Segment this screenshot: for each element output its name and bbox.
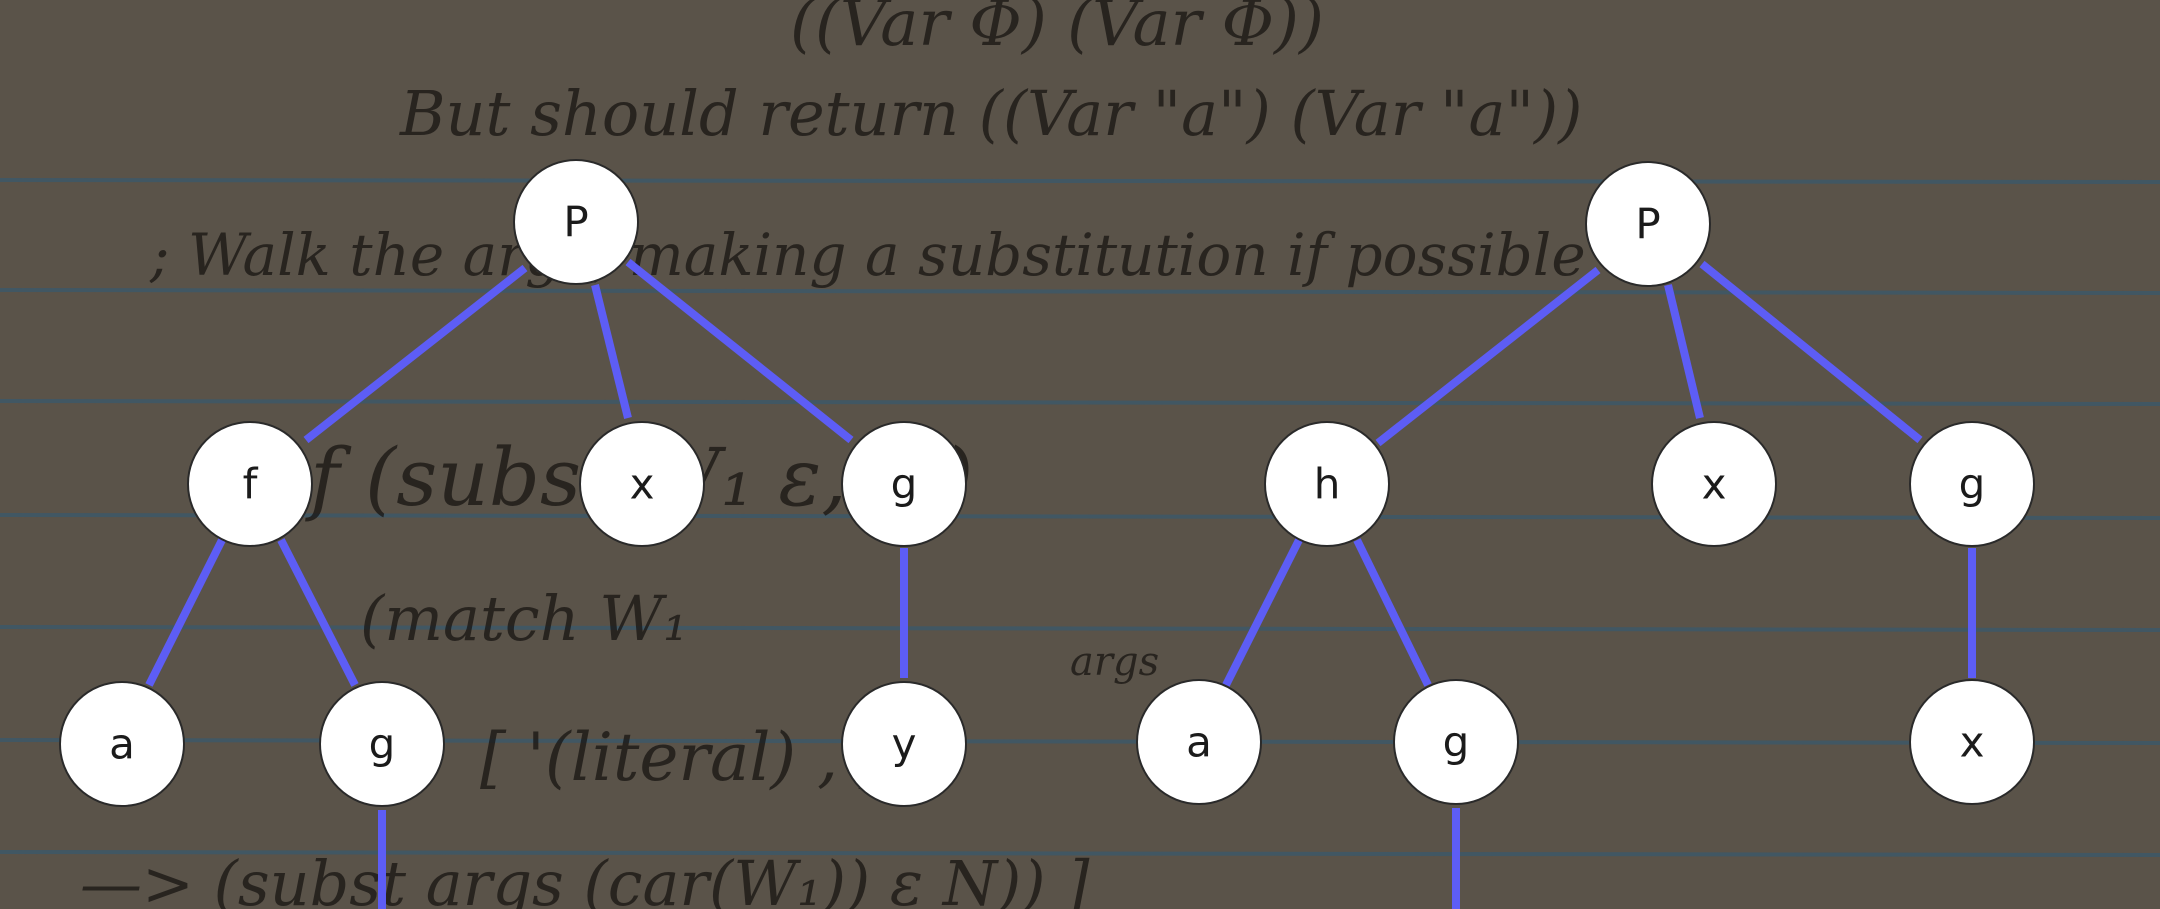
node-circle-g: [1393, 679, 1519, 805]
edge-f-a: [145, 538, 226, 687]
tree-left-edges: [145, 258, 908, 909]
node-label-P: P: [563, 198, 588, 247]
tree-node: a: [1136, 679, 1262, 805]
edge-h-g: [1353, 538, 1432, 687]
node-label-a: a: [109, 720, 135, 769]
handwriting-line-2: But should return ((Var "a") (Var "a")): [399, 77, 1582, 150]
tree-right-edges: [1222, 260, 1976, 909]
edge-P-h: [1375, 266, 1601, 447]
tree-node: x: [1651, 421, 1777, 547]
node-circle-y: [841, 681, 967, 807]
node-circle-P: [513, 159, 639, 285]
tree-node: y: [841, 681, 967, 807]
handwriting-line-1: ((Var Φ) (Var Φ)): [790, 0, 1324, 61]
node-circle-h: [1264, 421, 1390, 547]
node-label-y: y: [892, 720, 917, 769]
tree-node: h: [1264, 421, 1390, 547]
edge-P-g: [625, 258, 854, 444]
tree-node: f: [187, 421, 313, 547]
node-circle-x: [1909, 679, 2035, 805]
node-circle-g: [1909, 421, 2035, 547]
node-label-a: a: [1186, 718, 1212, 767]
node-circle-P: [1585, 161, 1711, 287]
node-circle-g: [319, 681, 445, 807]
tree-right: P h x g a g x: [1136, 161, 2035, 909]
handwriting-line-5: (match W₁: [360, 582, 688, 655]
node-circle-g: [841, 421, 967, 547]
tree-node: P: [513, 159, 639, 285]
node-circle-x: [579, 421, 705, 547]
tree-node: P: [1585, 161, 1711, 287]
edge-h-a: [1222, 538, 1303, 687]
node-label-g: g: [369, 720, 396, 769]
handwriting-line-3: ; Walk the args, making a substitution i…: [149, 221, 1586, 289]
edge-P-x: [591, 284, 632, 419]
edge-P-f: [303, 264, 528, 444]
tree-node: g: [1909, 421, 2035, 547]
node-label-h: h: [1314, 460, 1341, 509]
handwriting-line-7: [ '(literal) , ]: [480, 719, 885, 796]
tree-node: g: [1393, 679, 1519, 805]
tree-left: P f x g a g y: [59, 159, 967, 909]
node-label-g: g: [1959, 460, 1986, 509]
node-circle-f: [187, 421, 313, 547]
tree-node: x: [1909, 679, 2035, 805]
tree-node: g: [841, 421, 967, 547]
edge-P-x: [1664, 284, 1704, 419]
node-label-P: P: [1635, 200, 1660, 249]
node-label-f: f: [243, 460, 259, 509]
node-label-g: g: [1443, 718, 1470, 767]
edge-P-g: [1699, 260, 1923, 444]
tree-node: g: [319, 681, 445, 807]
node-label-x: x: [1702, 460, 1727, 509]
node-circle-x: [1651, 421, 1777, 547]
node-circle-a: [1136, 679, 1262, 805]
node-label-x: x: [630, 460, 655, 509]
tree-node: a: [59, 681, 185, 807]
handwriting-line-8: —> (subst args (car(W₁)) ε N)) ]: [80, 847, 1090, 909]
node-circle-a: [59, 681, 185, 807]
node-label-g: g: [891, 460, 918, 509]
tree-node: x: [579, 421, 705, 547]
node-label-x: x: [1960, 718, 1985, 767]
edge-f-g: [277, 538, 359, 687]
handwriting-line-6: args: [1070, 639, 1159, 685]
